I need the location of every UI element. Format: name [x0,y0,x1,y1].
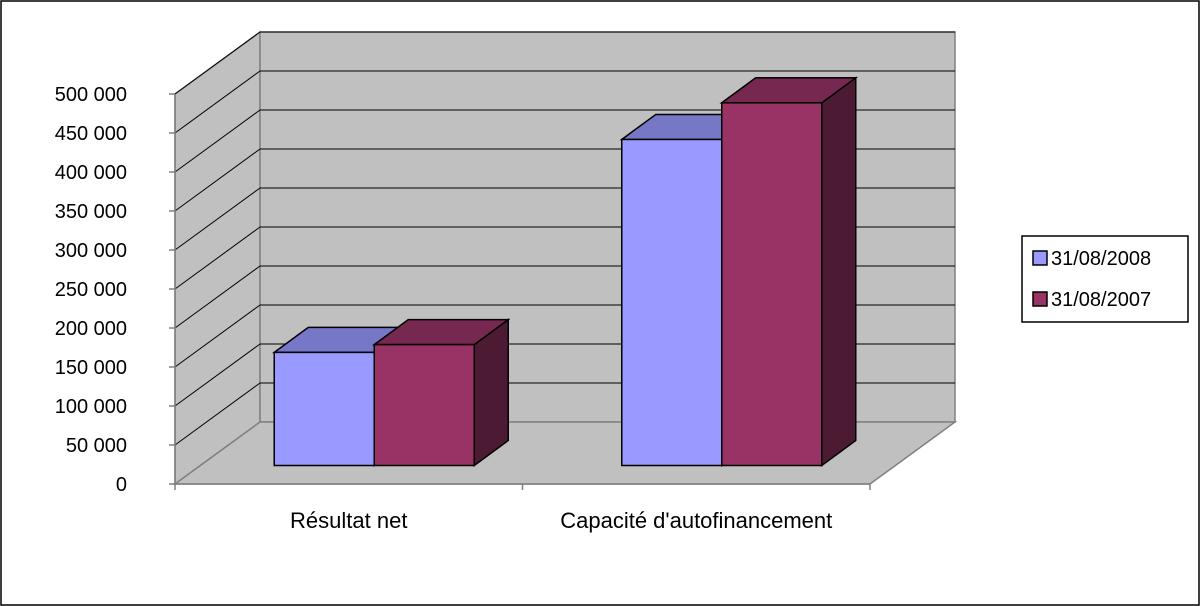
legend-swatch-31-08-2007 [1032,291,1048,307]
y-tick-label: 250 000 [55,279,127,301]
gridline-side [174,148,261,212]
bar-side [821,76,857,467]
gridline-side [174,31,261,95]
y-tick-label: 150 000 [55,357,127,379]
y-tick-label: 500 000 [55,84,127,106]
gridline-side [174,226,261,290]
y-tick-label: 0 [116,474,127,496]
bar-31-08-2007-resultat-net [371,318,511,467]
category-label-capacite-d-autofinancement: Capacité d'autofinancement [560,508,832,533]
legend-swatch-31-08-2008 [1032,250,1048,266]
category-label-resultat-net: Résultat net [290,508,407,533]
bar-front [273,351,375,467]
bar-front [373,343,475,467]
bar-front [721,102,823,467]
legend: 31/08/2008 31/08/2007 [1021,235,1189,323]
y-axis-tick-labels: 0 50 000 100 000 150 000 200 000 250 000 300 0… [55,84,127,496]
gridline-side [174,109,261,173]
bar-31-08-2007-capacite-d-autofinancement [719,76,859,467]
y-tick-label: 350 000 [55,201,127,223]
gridline-side [174,343,261,407]
y-tick-label: 300 000 [55,240,127,262]
x-axis-category-labels: Résultat net Capacité d'autofinancement [290,508,832,533]
gridline-side [174,304,261,368]
y-tick-label: 200 000 [55,318,127,340]
bar-front [621,138,723,467]
gridline-side [174,187,261,251]
gridline-side [174,382,261,446]
legend-box [1021,235,1189,323]
y-tick-label: 100 000 [55,396,127,418]
axes [169,93,871,490]
legend-label-31-08-2007: 31/08/2007 [1051,289,1151,311]
y-tick-label: 400 000 [55,162,127,184]
gridline-side [174,265,261,329]
y-tick-label: 450 000 [55,123,127,145]
legend-label-31-08-2008: 31/08/2008 [1051,248,1151,270]
y-tick-label: 50 000 [66,435,127,457]
bars [271,76,859,467]
gridline-side [174,70,261,134]
